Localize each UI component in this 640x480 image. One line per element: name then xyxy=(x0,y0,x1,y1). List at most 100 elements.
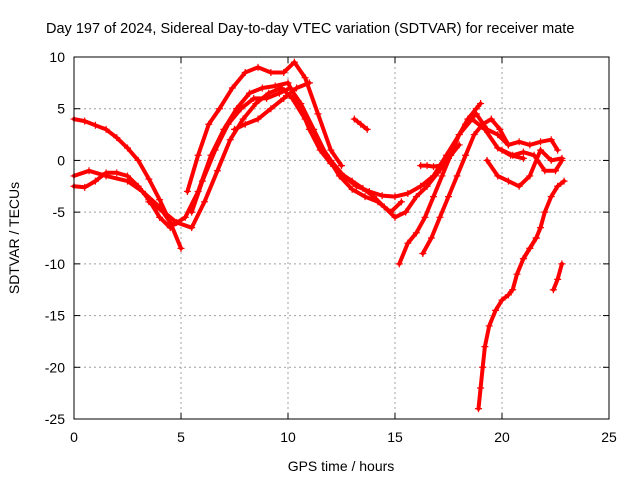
data-point xyxy=(412,193,420,201)
series-track-13 xyxy=(483,146,566,190)
data-point xyxy=(81,117,89,125)
series-line xyxy=(185,60,344,194)
data-point xyxy=(188,224,196,232)
data-point xyxy=(228,84,236,92)
x-axis-label: GPS time / hours xyxy=(288,458,395,474)
data-point xyxy=(198,177,206,185)
data-series xyxy=(70,58,568,413)
series-track-14 xyxy=(498,146,566,175)
data-point xyxy=(254,63,262,71)
data-point xyxy=(124,144,131,152)
data-point xyxy=(168,222,176,230)
data-point xyxy=(417,162,425,170)
data-point xyxy=(404,190,412,198)
data-point xyxy=(387,208,395,216)
data-point xyxy=(145,175,153,183)
data-point xyxy=(213,167,221,175)
grid xyxy=(74,57,609,419)
data-point xyxy=(552,167,559,175)
data-point xyxy=(436,162,444,170)
data-point xyxy=(267,69,275,77)
data-point xyxy=(417,182,425,190)
data-point xyxy=(395,260,403,268)
data-point xyxy=(156,196,164,204)
data-point xyxy=(427,234,435,242)
data-point xyxy=(335,172,343,180)
data-point xyxy=(462,151,470,159)
data-point xyxy=(284,79,292,87)
data-point xyxy=(485,322,493,330)
series-track-10 xyxy=(419,115,512,258)
data-point xyxy=(496,125,504,133)
series-track-6 xyxy=(188,84,405,216)
data-point xyxy=(447,151,455,159)
data-point xyxy=(91,121,99,129)
data-point xyxy=(391,193,399,201)
data-point xyxy=(254,115,262,123)
data-point xyxy=(363,125,371,133)
data-point xyxy=(412,229,420,237)
data-point xyxy=(404,239,412,247)
series-line xyxy=(463,111,560,153)
data-point xyxy=(271,82,279,90)
data-point xyxy=(547,193,555,201)
data-point xyxy=(421,213,429,221)
data-point xyxy=(526,244,534,252)
data-point xyxy=(241,69,249,77)
data-point xyxy=(504,291,512,299)
x-tick-label: 20 xyxy=(494,429,510,445)
data-point xyxy=(554,275,562,283)
data-point xyxy=(537,138,545,146)
data-point xyxy=(483,125,491,133)
x-tick-label: 25 xyxy=(601,429,617,445)
y-tick-label: -20 xyxy=(45,359,65,375)
data-point xyxy=(462,120,470,128)
data-point xyxy=(258,84,266,92)
data-point xyxy=(297,100,305,108)
chart-title: Day 197 of 2024, Sidereal Day-to-day VTE… xyxy=(46,21,574,37)
data-point xyxy=(361,193,369,201)
data-point xyxy=(498,146,506,154)
series-track-12 xyxy=(462,110,562,154)
y-axis-label: SDTVAR / TECUs xyxy=(6,182,22,294)
data-point xyxy=(558,260,566,268)
data-point xyxy=(537,224,545,232)
data-point xyxy=(494,131,502,139)
data-point xyxy=(374,198,382,206)
data-point xyxy=(519,148,527,156)
data-point xyxy=(205,120,213,128)
series-track-11 xyxy=(417,162,444,171)
plot-frame xyxy=(73,56,610,420)
data-point xyxy=(515,138,523,146)
data-point xyxy=(378,192,386,200)
series-track-9 xyxy=(395,100,485,268)
data-point xyxy=(492,306,500,314)
data-point xyxy=(183,187,191,195)
data-point xyxy=(483,156,491,164)
data-point xyxy=(224,120,232,128)
data-point xyxy=(526,141,534,149)
data-point xyxy=(504,177,512,185)
data-point xyxy=(145,198,153,206)
data-point xyxy=(513,270,521,278)
data-point xyxy=(301,74,309,82)
data-point xyxy=(402,208,410,216)
series-track-15 xyxy=(474,177,568,413)
data-point xyxy=(423,182,431,190)
data-point xyxy=(201,198,209,206)
data-point xyxy=(515,182,523,190)
data-point xyxy=(519,255,527,263)
data-point xyxy=(85,167,93,175)
data-point xyxy=(474,405,482,413)
y-tick-label: -25 xyxy=(45,411,65,427)
y-tick-label: -5 xyxy=(53,204,66,220)
data-point xyxy=(226,136,234,144)
data-point xyxy=(470,131,478,139)
x-tick-label: 5 xyxy=(177,429,185,445)
data-point xyxy=(481,343,489,351)
data-point xyxy=(124,177,131,185)
data-point xyxy=(509,151,517,159)
data-point xyxy=(423,162,431,170)
data-point xyxy=(286,84,294,92)
